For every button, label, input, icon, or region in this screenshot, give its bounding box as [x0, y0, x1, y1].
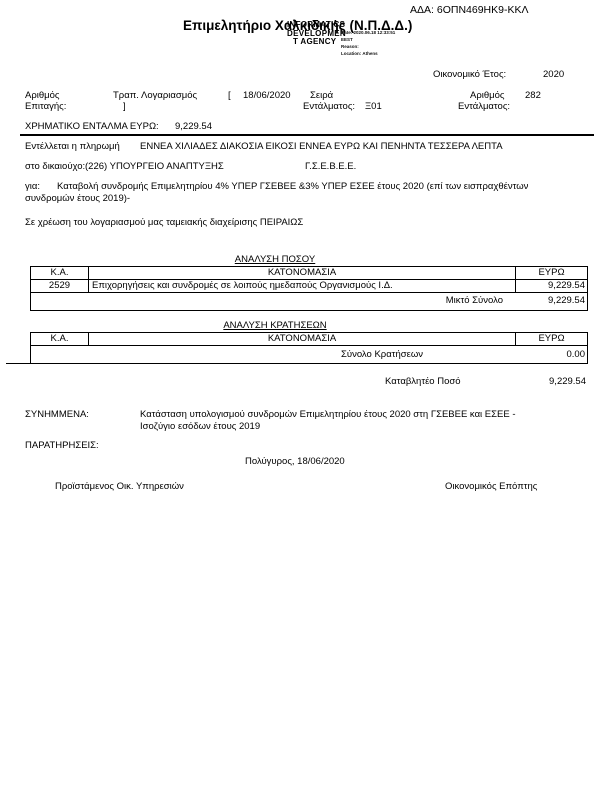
- order-series-label: Εντάλματος:: [303, 101, 356, 112]
- beneficiary-org: Γ.Σ.Ε.Β.Ε.Ε.: [305, 161, 357, 172]
- order-series-value: Ξ01: [365, 101, 382, 112]
- order-number-label: Εντάλματος:: [458, 101, 511, 112]
- payment-order-label: Εντέλλεται η πληρωμή: [25, 141, 120, 152]
- ada-number: ΑΔΑ: 6ΟΠΝ469ΗΚ9-ΚΚΛ: [410, 4, 529, 16]
- beneficiary-name: (226) ΥΠΟΥΡΓΕΙΟ ΑΝΑΠΤΥΞΗΣ: [85, 161, 224, 172]
- amount-row-description: Επιχορηγήσεις και συνδρομές σε λοιπούς η…: [92, 280, 393, 291]
- attachments-text: Κατάσταση υπολογισμού συνδρομών Επιμελητ…: [140, 409, 516, 420]
- amount-in-words: ΕΝΝΕΑ ΧΙΛΙΑΔΕΣ ΔΙΑΚΟΣΙΑ ΕΙΚΟΣΙ ΕΝΝΕΑ ΕΥΡ…: [140, 141, 503, 152]
- amount-table-header-code: Κ.Α.: [31, 267, 89, 279]
- order-number-value: 282: [525, 90, 541, 101]
- deductions-total-row: Σύνολο Κρατήσεων 0.00: [31, 346, 587, 362]
- gross-total-label: Μικτό Σύνολο: [445, 295, 503, 306]
- amount-table-title: ΑΝΑΛΥΣΗ ΠΟΣΟΥ: [234, 254, 316, 265]
- signature-title-right: Οικονομικός Επόπτης: [445, 481, 538, 492]
- stamp-agency-line: DEVELOPMEN: [287, 28, 347, 38]
- reason-text: συνδρομών έτους 2019)-: [25, 193, 131, 204]
- bank-account-bracket-close: ]: [123, 101, 126, 112]
- reason-label: για:: [25, 181, 40, 192]
- order-series-label: Σειρά: [310, 90, 334, 101]
- reason-text: Καταβολή συνδρομής Επιμελητηρίου 4% ΥΠΕΡ…: [57, 181, 529, 192]
- place-date: Πολύγυρος, 18/06/2020: [245, 456, 345, 467]
- table-bottom-line-extension: [6, 363, 31, 364]
- signature-title-left: Προϊστάμενος Οικ. Υπηρεσιών: [55, 481, 184, 492]
- deductions-total-label: Σύνολο Κρατήσεων: [341, 348, 423, 360]
- deductions-total-value: 0.00: [566, 348, 586, 360]
- order-number-label: Αριθμός: [470, 90, 505, 101]
- amount-table-header-description: ΚΑΤΟΝΟΜΑΣΙΑ: [267, 267, 337, 278]
- deductions-table-header-row: Κ.Α. ΚΑΤΟΝΟΜΑΣΙΑ ΕΥΡΩ: [31, 333, 587, 346]
- page-title: Επιμελητήριο Χαλκιδικής (Ν.Π.Δ.Δ.): [183, 18, 413, 33]
- gross-total-value: 9,229.54: [548, 295, 585, 306]
- economic-year-value: 2020: [543, 69, 565, 80]
- deductions-table-header-code: Κ.Α.: [31, 333, 89, 345]
- cheque-number-label: Επιταγής:: [25, 101, 67, 112]
- deductions-table-header-euro: ΕΥΡΩ: [515, 333, 587, 345]
- stamp-detail-line: Location: Athens: [341, 51, 378, 56]
- stamp-detail-line: Reason:: [341, 44, 359, 49]
- amount-table-header-row: Κ.Α. ΚΑΤΟΝΟΜΑΣΙΑ ΕΥΡΩ: [31, 267, 587, 280]
- issue-date: 18/06/2020: [243, 90, 291, 101]
- bank-account-bracket-open: [: [228, 90, 231, 101]
- deductions-table-header-description: ΚΑΤΟΝΟΜΑΣΙΑ: [267, 333, 337, 344]
- debit-account-note: Σε χρέωση του λογαριασμού μας ταμειακής …: [25, 217, 304, 228]
- beneficiary-label: στο δικαιούχο:: [25, 161, 86, 172]
- notes-label: ΠΑΡΑΤΗΡΗΣΕΙΣ:: [25, 440, 99, 451]
- warrant-title: ΧΡΗΜΑΤΙΚΟ ΕΝΤΑΛΜΑ ΕΥΡΩ:: [25, 121, 159, 132]
- stamp-detail-line: Date: 2020.06.18 12:33:51: [341, 30, 396, 35]
- amount-table-header-euro: ΕΥΡΩ: [515, 267, 587, 279]
- stamp-agency-line: T AGENCY: [293, 37, 337, 46]
- bank-account-label: Τραπ. Λογαριασμός: [113, 90, 198, 101]
- economic-year-label: Οικονομικό Έτος:: [433, 69, 507, 80]
- gross-total-row: Μικτό Σύνολο 9,229.54: [31, 293, 587, 308]
- stamp-detail-line: EEST: [341, 37, 353, 42]
- table-row: 2529 Επιχορηγήσεις και συνδρομές σε λοιπ…: [31, 280, 587, 293]
- digital-signature-stamp: INFORMATICS DEVELOPMEN T AGENCY: [287, 20, 347, 47]
- attachments-label: ΣΥΝΗΜΜΕΝΑ:: [25, 409, 89, 420]
- cheque-number-label: Αριθμός: [25, 90, 60, 101]
- warrant-amount: 9,229.54: [175, 121, 212, 132]
- deductions-table-title: ΑΝΑΛΥΣΗ ΚΡΑΤΗΣΕΩΝ: [223, 320, 327, 331]
- amount-table: Κ.Α. ΚΑΤΟΝΟΜΑΣΙΑ ΕΥΡΩ 2529 Επιχορηγήσεις…: [30, 266, 588, 311]
- amount-row-value: 9,229.54: [515, 280, 587, 292]
- stamp-signature-details: Date: 2020.06.18 12:33:51 EEST Reason: L…: [341, 29, 395, 57]
- payable-amount-value: 9,229.54: [549, 376, 586, 387]
- deductions-table: Κ.Α. ΚΑΤΟΝΟΜΑΣΙΑ ΕΥΡΩ Σύνολο Κρατήσεων 0…: [30, 332, 588, 364]
- attachments-text: Ισοζύγιο εσόδων έτους 2019: [140, 421, 261, 432]
- payable-amount-label: Καταβλητέο Ποσό: [385, 376, 461, 387]
- separator-rule: [20, 134, 594, 136]
- amount-row-code: 2529: [31, 280, 89, 292]
- stamp-agency-line: INFORMATICS: [287, 20, 346, 29]
